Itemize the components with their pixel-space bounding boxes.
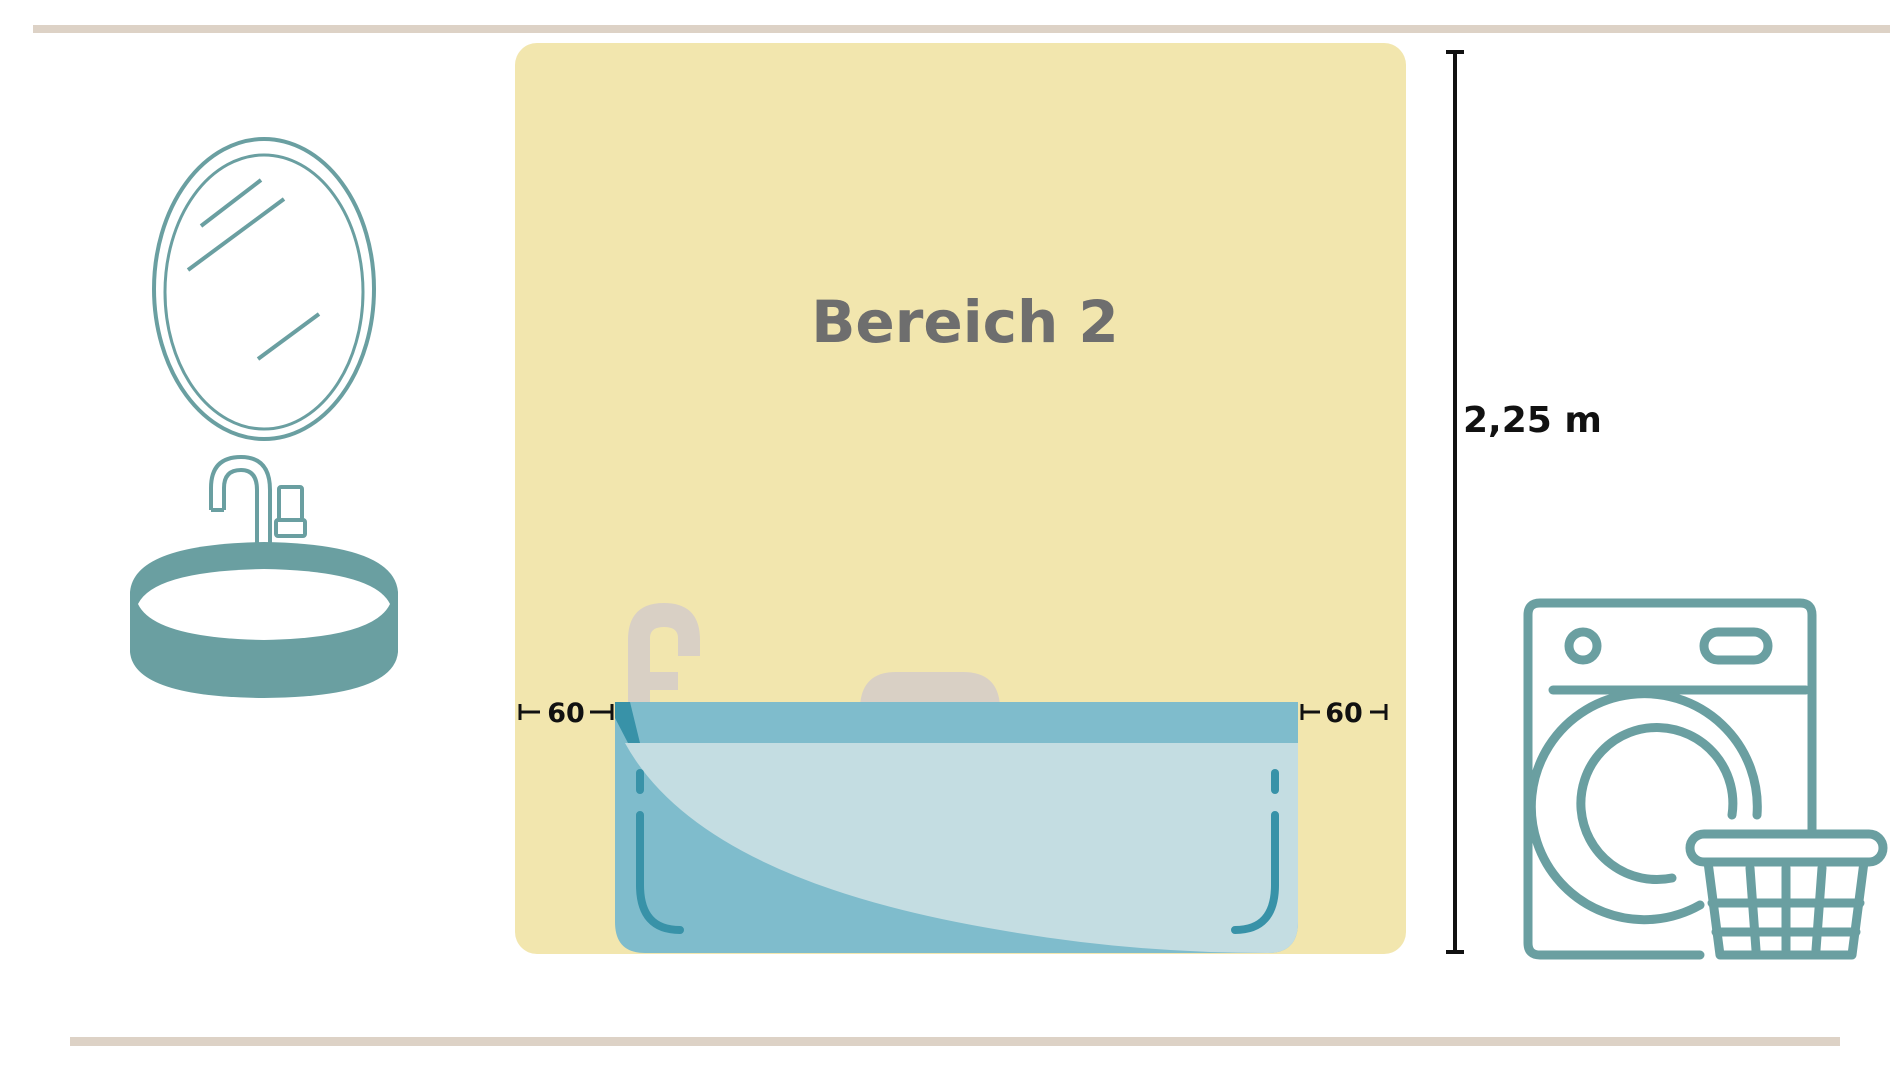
- clearance-right: [1300, 704, 1388, 720]
- tub-headrest-icon: [860, 672, 1000, 706]
- height-dimension-line: [1446, 50, 1464, 954]
- sink-basin-icon: [130, 542, 398, 698]
- clearance-left-label: 60: [547, 698, 585, 729]
- clearance-right-label: 60: [1325, 698, 1363, 729]
- laundry-basket-icon: [1685, 829, 1888, 960]
- ceiling-line: [33, 25, 1890, 33]
- height-dimension-label: 2,25 m: [1463, 400, 1602, 441]
- clearance-left: [518, 704, 614, 720]
- oval-mirror-icon: [152, 137, 376, 441]
- washing-machine-icon: [1523, 598, 1817, 960]
- floor-line: [70, 1037, 1840, 1046]
- zone-2-label: Bereich 2: [811, 288, 1119, 356]
- tub-spout-icon: [628, 603, 700, 706]
- bathtub-icon: [615, 702, 1298, 953]
